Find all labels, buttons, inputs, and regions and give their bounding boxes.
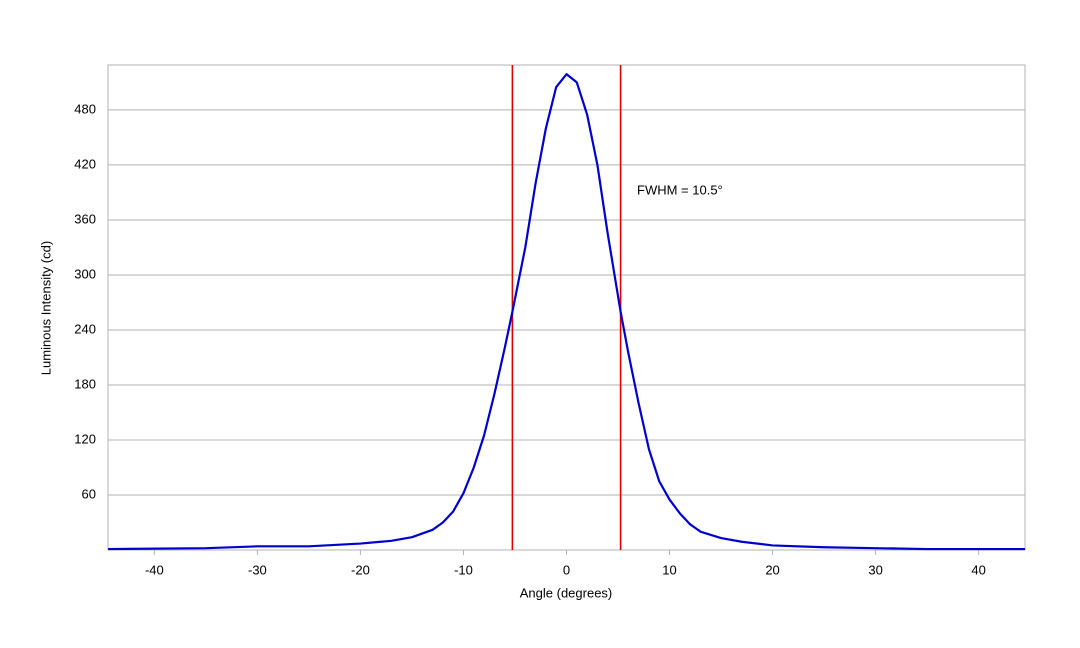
y-tick-label: 480 — [74, 101, 96, 116]
y-tick-label: 180 — [74, 376, 96, 391]
x-tick-label: -30 — [248, 562, 267, 577]
y-tick-label: 420 — [74, 156, 96, 171]
y-tick-label: 360 — [74, 211, 96, 226]
x-tick-label: 30 — [868, 562, 882, 577]
plot-border — [107, 64, 1026, 551]
x-tick-label: 0 — [563, 562, 570, 577]
x-tick-label: -40 — [145, 562, 164, 577]
x-tick-label: -20 — [351, 562, 370, 577]
y-tick-label: 300 — [74, 266, 96, 281]
y-tick-label: 120 — [74, 431, 96, 446]
x-tick-label: 20 — [765, 562, 779, 577]
annotation: FWHM = 10.5° — [637, 182, 723, 197]
x-tick-label: 10 — [662, 562, 676, 577]
y-axis-label: Luminous Intensity (cd) — [38, 241, 53, 375]
x-tick-label: -10 — [454, 562, 473, 577]
y-tick-label: 60 — [82, 486, 96, 501]
line-series — [107, 73, 1025, 551]
x-axis-label: Angle (degrees) — [520, 585, 613, 600]
y-tick-label: 240 — [74, 321, 96, 336]
x-tick-label: 40 — [971, 562, 985, 577]
